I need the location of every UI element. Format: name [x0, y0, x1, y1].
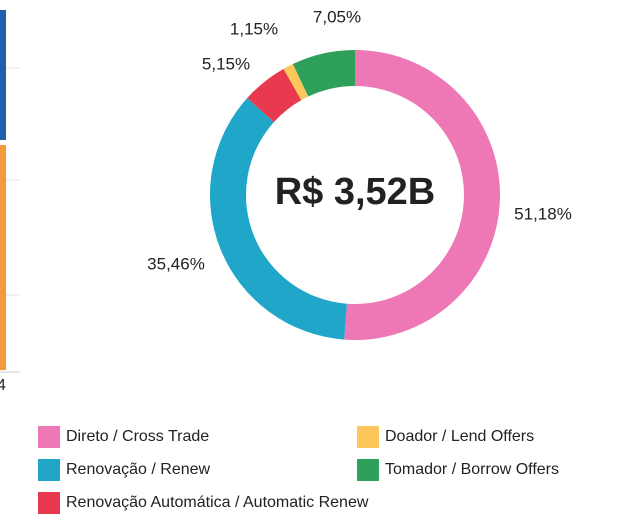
donut-slice — [283, 63, 309, 101]
cropped-bar — [0, 145, 6, 370]
donut-slice — [247, 68, 302, 123]
legend-swatch — [357, 459, 379, 481]
cropped-bar — [0, 10, 6, 140]
cropped-tick-label: 4 — [0, 377, 6, 394]
donut-slice — [344, 50, 501, 340]
data-label: 7,05% — [313, 7, 361, 26]
legend-text: Renovação Automática / Automatic Renew — [66, 494, 369, 511]
legend-label: Doador / Lend Offers — [385, 428, 535, 445]
data-label: 5,15% — [202, 54, 250, 73]
legend-swatch — [38, 426, 60, 448]
legend-swatch — [38, 492, 60, 514]
legend-swatch — [38, 459, 60, 481]
legend-label: Renovação / Renew — [66, 461, 211, 478]
legend-swatch — [357, 426, 379, 448]
data-label: 1,15% — [230, 19, 278, 38]
donut-slice — [210, 98, 347, 340]
legend-label: Tomador / Borrow Offers — [385, 461, 559, 478]
data-label: 35,46% — [147, 254, 205, 273]
center-label: R$ 3,52B — [275, 171, 436, 213]
data-label: 51,18% — [514, 204, 572, 223]
legend-label: Renovação Automática / Automatic Renew — [66, 492, 506, 519]
donut-slice — [292, 50, 355, 97]
legend-label: Direto / Cross Trade — [66, 428, 210, 445]
